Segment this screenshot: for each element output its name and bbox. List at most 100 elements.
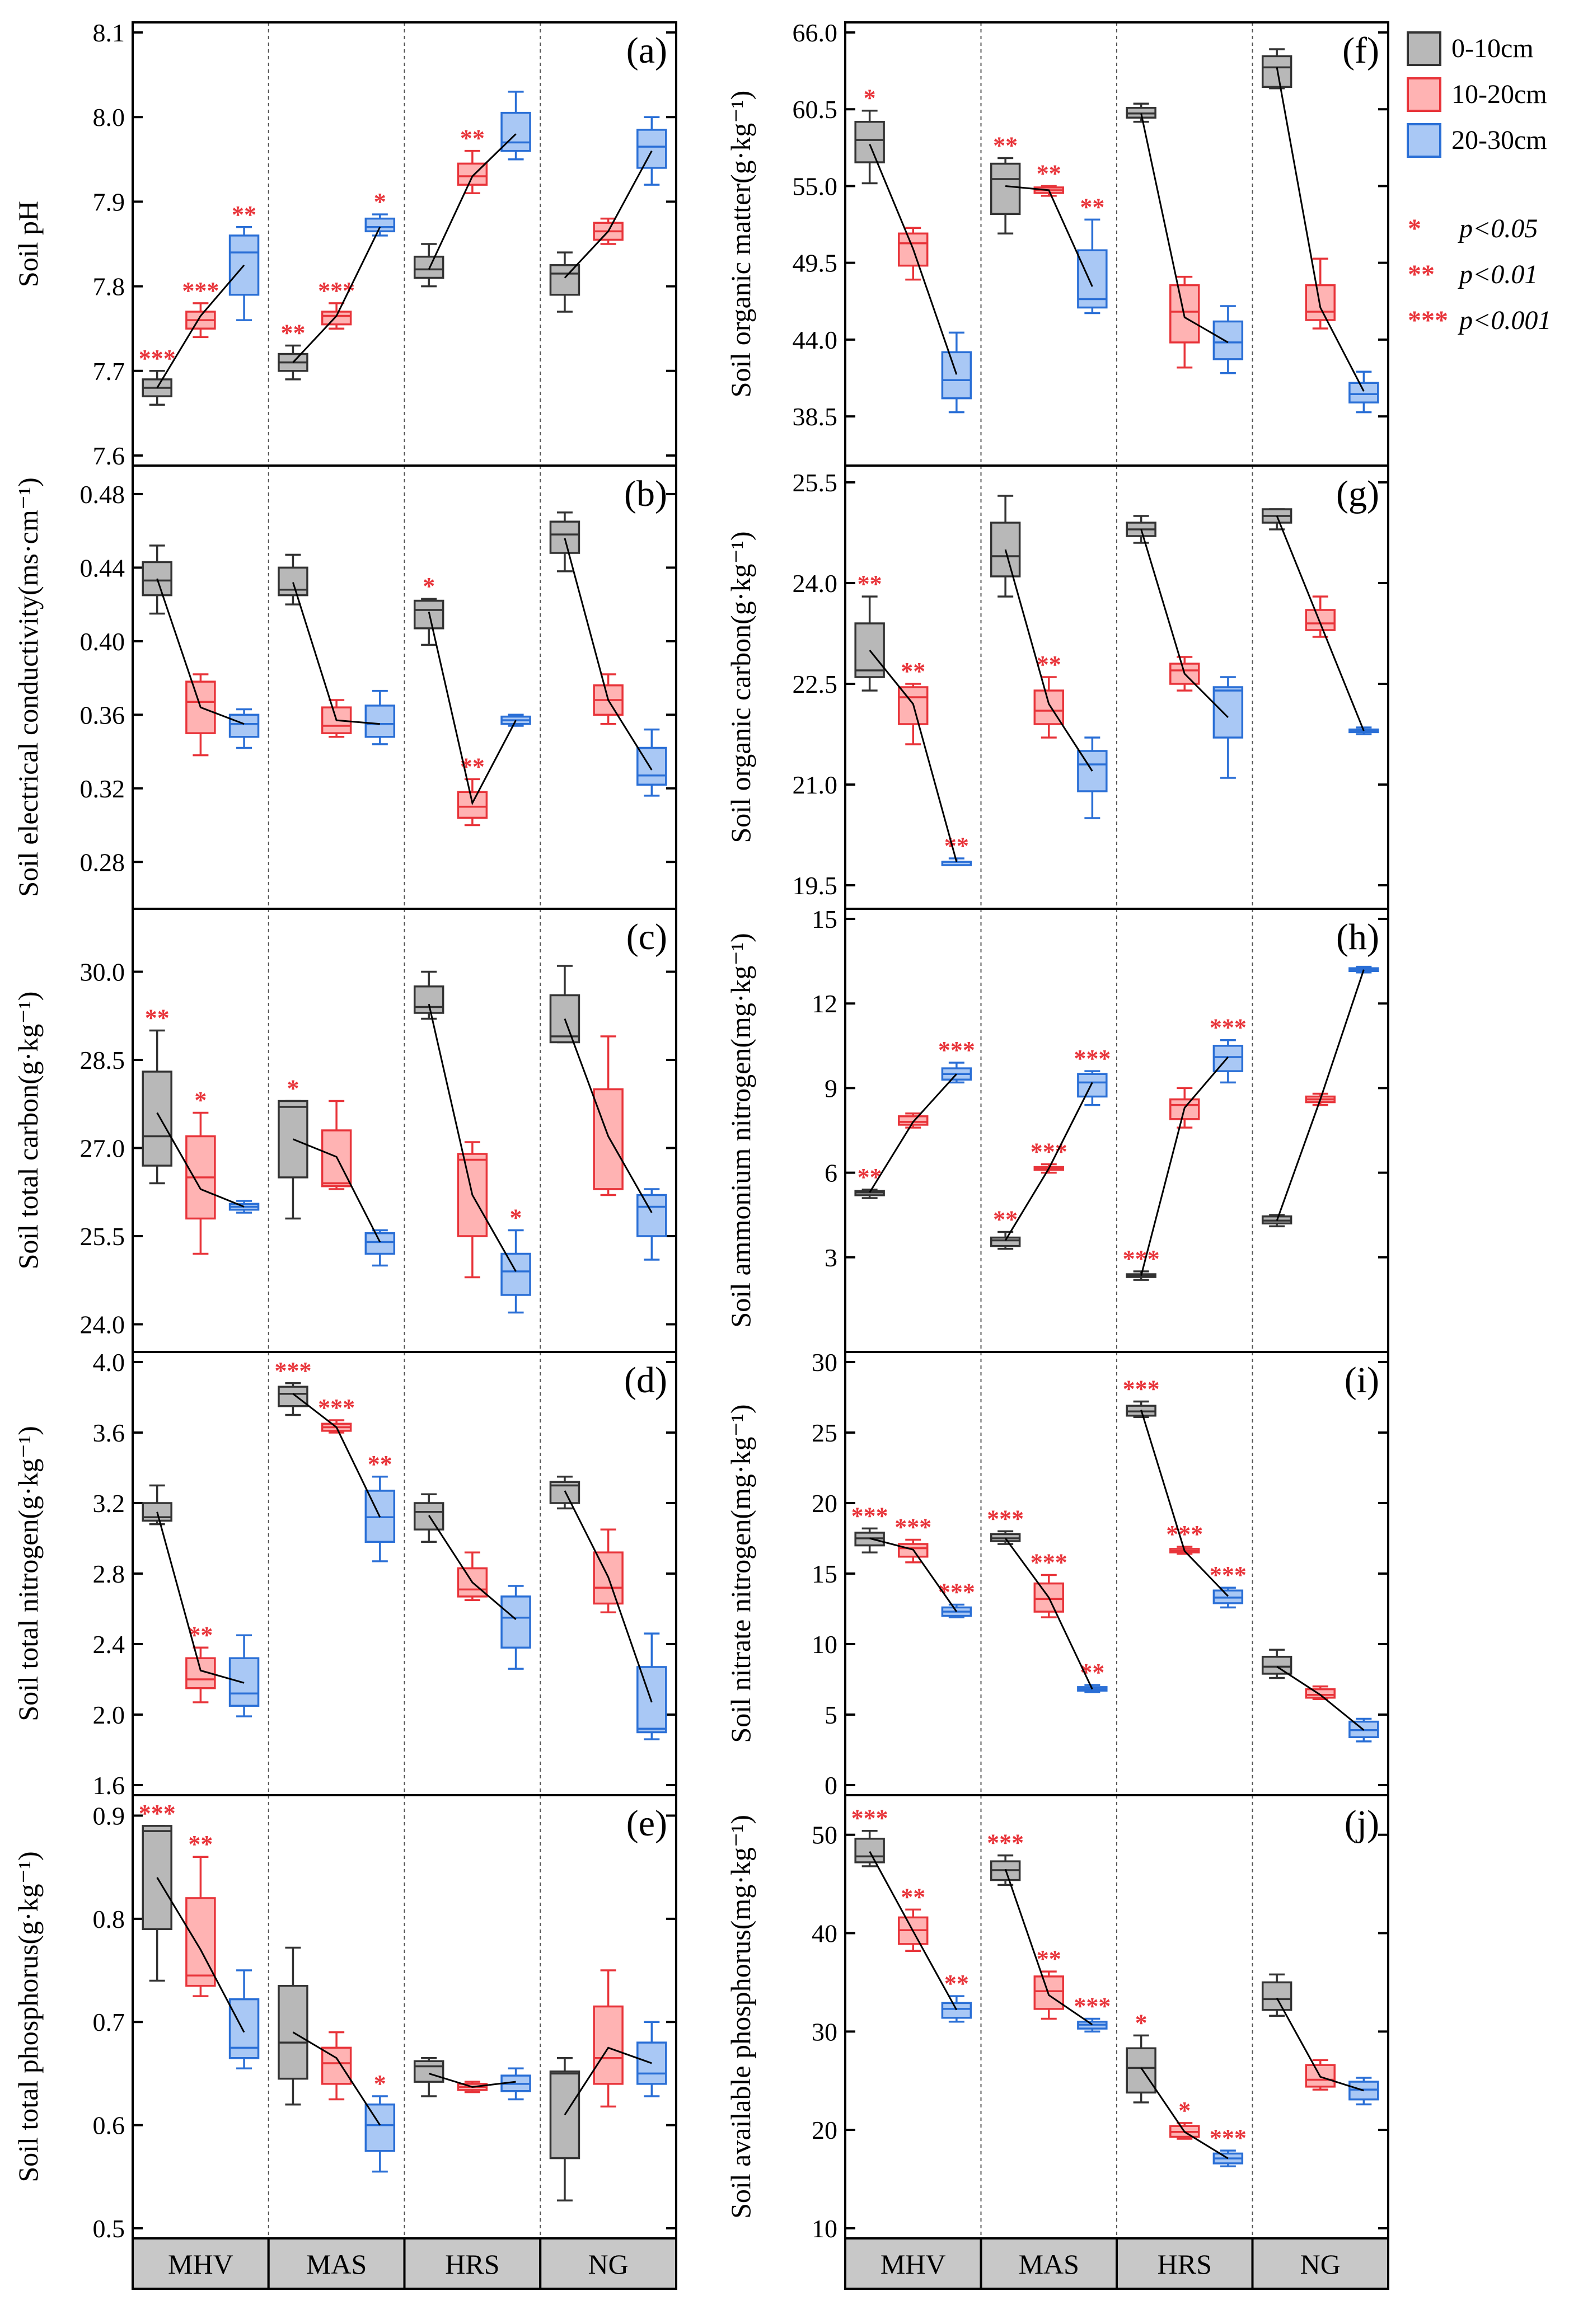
significance-mark: * — [423, 572, 435, 600]
mean-trend-line — [156, 1877, 245, 2033]
y-axis-label: Soil nitrate nitrogen(mg·kg⁻¹) — [725, 1404, 756, 1743]
box-iqr — [1212, 1045, 1244, 1072]
y-tick-label: 0.8 — [93, 1905, 125, 1933]
box-iqr — [1212, 320, 1244, 360]
box-ng-1020cm — [593, 1528, 624, 1614]
box-iqr — [500, 1252, 531, 1296]
mean-trend-line — [1004, 549, 1093, 772]
mean-trend-line — [1004, 1082, 1093, 1241]
box-iqr — [941, 351, 972, 400]
box-iqr — [593, 2005, 624, 2085]
box-hrs-2030cm — [500, 91, 531, 161]
box-mas-1020cm: *** — [318, 277, 355, 330]
box-mas-1020cm: ** — [1033, 651, 1064, 739]
box-mhv-2030cm: ** — [228, 201, 260, 321]
significance-mark: * — [510, 1204, 522, 1232]
panel-f: 38.5 44.0 49.5 55.0 60.5 66.0 Soil organic mat… — [725, 18, 1389, 467]
significance-mark: ** — [993, 1205, 1018, 1233]
box-mhv-2030cm: *** — [938, 1036, 975, 1084]
box-ng-010cm — [549, 965, 580, 1044]
legend-significance-text: p<0.01 — [1458, 260, 1538, 289]
panel-label: (b) — [624, 473, 667, 514]
y-tick-label: 38.5 — [793, 402, 838, 431]
box-mhv-010cm: * — [854, 84, 885, 185]
y-axis-label: Soil total phosphorus(g·kg⁻¹) — [12, 1851, 44, 2182]
box-iqr — [500, 111, 531, 152]
y-tick-label: 5 — [825, 1701, 837, 1729]
y-tick-label: 30 — [812, 1348, 837, 1377]
box-mhv-2030cm — [228, 1969, 260, 2069]
category-band — [1251, 2237, 1389, 2290]
y-tick-label: 20 — [812, 2116, 837, 2144]
panel-label: (d) — [624, 1360, 667, 1401]
mean-trend-line — [1140, 113, 1229, 344]
box-iqr — [278, 1386, 308, 1407]
box-mas-010cm: * — [278, 1075, 308, 1220]
significance-mark: ** — [1080, 193, 1104, 220]
y-tick-label: 0.44 — [80, 553, 125, 582]
y-tick-label: 24.0 — [80, 1311, 125, 1339]
mean-trend-line — [428, 133, 517, 270]
y-tick-label: 66.0 — [793, 18, 838, 47]
significance-mark: * — [287, 1075, 299, 1102]
significance-mark: ** — [944, 1970, 969, 1997]
category-label: MAS — [1019, 2248, 1079, 2280]
box-hrs-2030cm: *** — [1210, 2124, 1247, 2167]
box-iqr — [941, 2002, 972, 2019]
significance-mark: *** — [274, 1357, 311, 1384]
y-tick-label: 0.32 — [80, 774, 125, 803]
box-hrs-2030cm — [1212, 676, 1244, 779]
y-tick-label: 0 — [825, 1771, 837, 1800]
box-iqr — [990, 162, 1021, 215]
significance-mark: * — [864, 84, 876, 112]
box-iqr — [1077, 1073, 1108, 1098]
box-iqr — [413, 985, 444, 1014]
box-hrs-010cm: *** — [1123, 1375, 1160, 1419]
y-tick-label: 28.5 — [80, 1046, 125, 1074]
box-mas-2030cm — [364, 1229, 396, 1267]
box-iqr — [1305, 2064, 1336, 2088]
legend: 0-10cm 10-20cm 20-30cm * p<0.05 ** p<0.01 *** p<… — [1407, 31, 1551, 335]
y-tick-label: 25.5 — [793, 468, 838, 497]
category-band — [267, 2237, 406, 2290]
significance-mark: ** — [145, 1004, 170, 1032]
legend-significance-text: p<0.001 — [1458, 306, 1551, 335]
box-iqr — [636, 1194, 667, 1237]
box-iqr — [185, 1897, 216, 1987]
box-ng-010cm — [1261, 1649, 1292, 1679]
box-iqr — [636, 1666, 667, 1734]
mean-trend-line — [1140, 529, 1229, 719]
legend-significance-text: p<0.05 — [1458, 214, 1538, 243]
mean-trend-line — [869, 650, 958, 862]
box-mas-2030cm: ** — [364, 1450, 396, 1562]
mean-trend-line — [1140, 1410, 1229, 1597]
panel-label: (f) — [1342, 30, 1379, 71]
box-iqr — [1261, 1655, 1292, 1675]
y-tick-label: 27.0 — [80, 1134, 125, 1163]
y-tick-label: 7.8 — [93, 273, 125, 301]
y-axis-label: Soil total nitrogen(g·kg⁻¹) — [12, 1426, 44, 1721]
y-tick-label: 3 — [825, 1243, 837, 1272]
panel-label: (e) — [626, 1803, 667, 1844]
box-iqr — [228, 1998, 260, 2059]
mean-trend-line — [428, 1003, 517, 1272]
box-mhv-1020cm: ** — [185, 1830, 216, 1997]
legend-label: 10-20cm — [1451, 79, 1547, 109]
significance-mark: *** — [987, 1829, 1024, 1857]
y-tick-label: 0.28 — [80, 848, 125, 876]
box-iqr — [413, 2060, 444, 2083]
box-hrs-010cm: * — [1126, 2009, 1156, 2104]
box-iqr — [321, 311, 352, 326]
y-tick-label: 10 — [812, 2214, 837, 2243]
y-tick-label: 40 — [812, 1919, 837, 1948]
category-label: NG — [588, 2248, 629, 2280]
category-band — [132, 2237, 270, 2290]
box-iqr — [142, 1071, 172, 1167]
box-iqr — [278, 566, 308, 597]
significance-mark: ** — [188, 1621, 213, 1649]
box-ng-010cm — [549, 2057, 580, 2201]
mean-trend-line — [1004, 1868, 1093, 2026]
legend-item: 20-30cm — [1407, 123, 1547, 158]
box-mhv-2030cm: ** — [941, 1970, 972, 2023]
